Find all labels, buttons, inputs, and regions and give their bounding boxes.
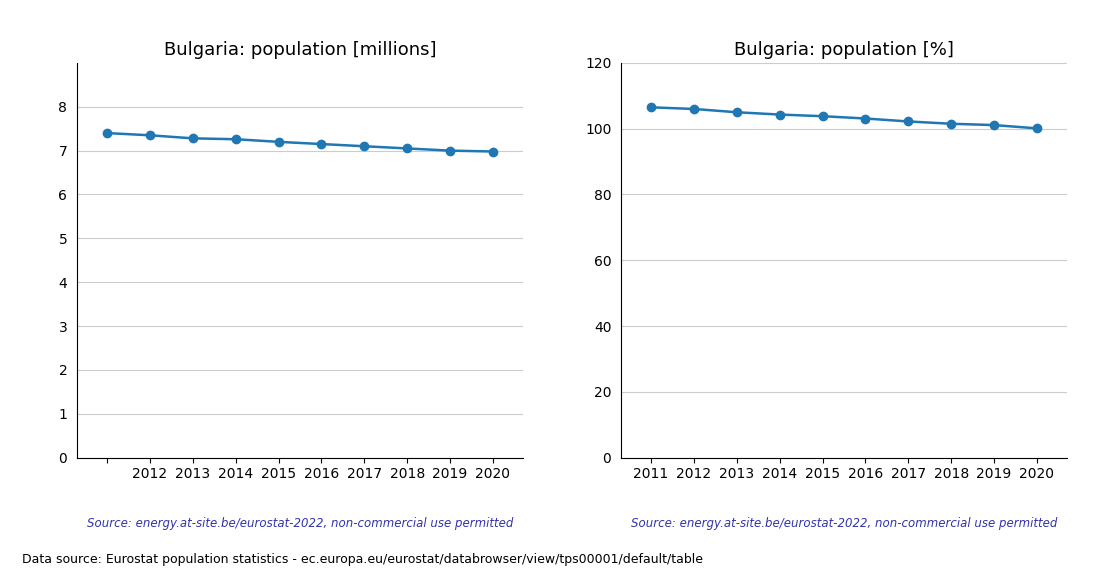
Title: Bulgaria: population [millions]: Bulgaria: population [millions] bbox=[164, 41, 437, 58]
Title: Bulgaria: population [%]: Bulgaria: population [%] bbox=[734, 41, 954, 58]
Text: Source: energy.at-site.be/eurostat-2022, non-commercial use permitted: Source: energy.at-site.be/eurostat-2022,… bbox=[630, 517, 1057, 530]
Text: Data source: Eurostat population statistics - ec.europa.eu/eurostat/databrowser/: Data source: Eurostat population statist… bbox=[22, 553, 703, 566]
Text: Source: energy.at-site.be/eurostat-2022, non-commercial use permitted: Source: energy.at-site.be/eurostat-2022,… bbox=[87, 517, 514, 530]
